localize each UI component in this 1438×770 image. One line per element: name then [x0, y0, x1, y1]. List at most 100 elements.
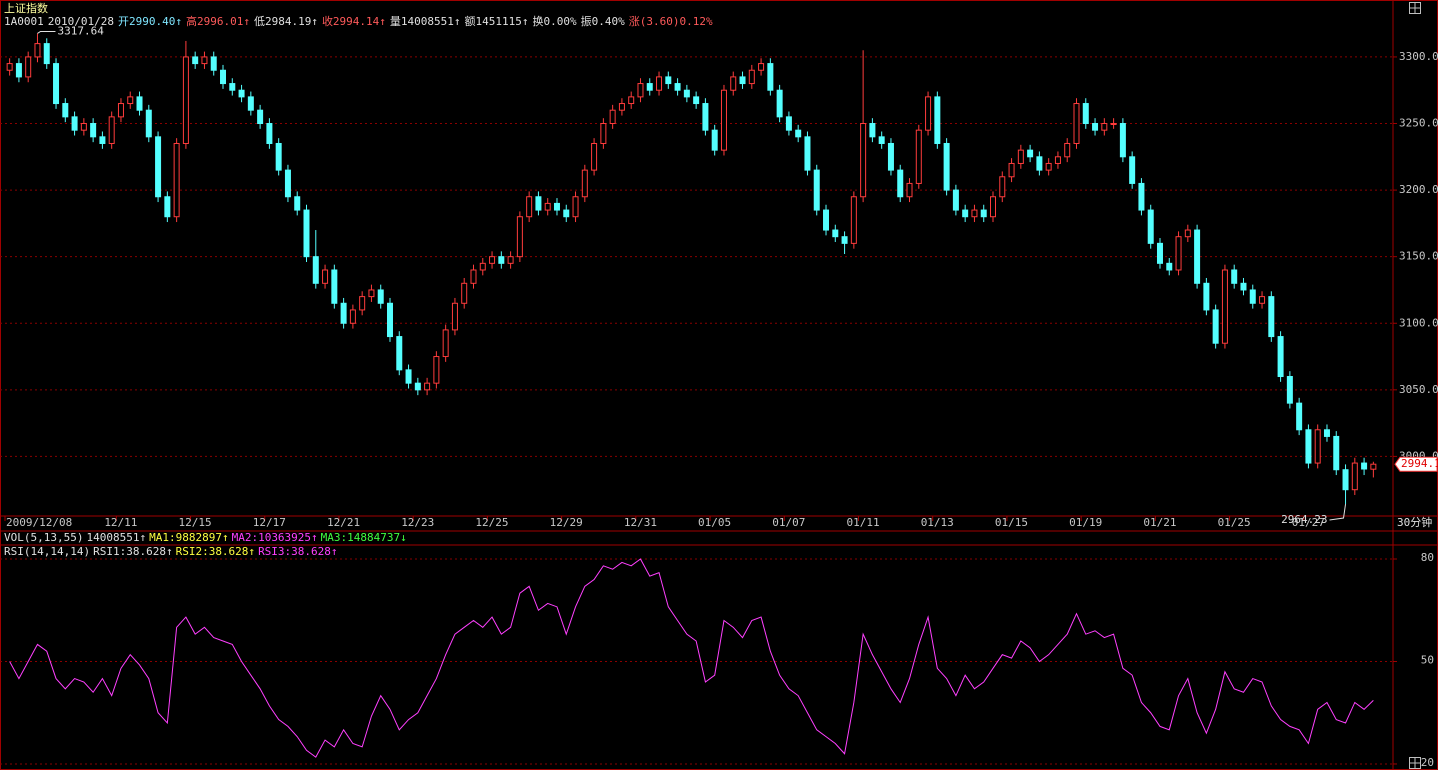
candle-body: [433, 356, 440, 384]
candle-body: [220, 69, 227, 85]
candle-body: [1333, 435, 1340, 471]
candle-body: [424, 382, 431, 391]
candle-body: [823, 209, 830, 231]
x-tick-label: 12/23: [401, 516, 434, 529]
header-item: RSI1:38.628↑: [93, 545, 172, 558]
candle-body: [266, 123, 273, 144]
candle-body: [201, 56, 208, 65]
high-annotation: 3317.64: [57, 24, 104, 37]
candle-body: [284, 169, 291, 198]
candle-body: [813, 169, 820, 211]
candle-body: [90, 123, 97, 138]
header-item: RSI2:38.628↑: [176, 545, 255, 558]
window-icon[interactable]: [1409, 2, 1421, 14]
y-tick-label: 3300.00: [1399, 50, 1438, 63]
candle-body: [962, 209, 969, 218]
x-tick-label: 01/11: [846, 516, 879, 529]
y-tick-label: 3050.00: [1399, 383, 1438, 396]
candle-body: [479, 262, 486, 271]
candle-body: [1184, 229, 1191, 238]
candle-body: [609, 109, 616, 125]
header-item: 收2994.14↑: [322, 14, 386, 28]
candle-body: [62, 103, 69, 118]
candle-body: [665, 76, 672, 85]
candle-body: [693, 96, 700, 105]
candle-body: [322, 269, 329, 284]
low-annotation: 2964.23: [1281, 513, 1327, 526]
candle-body: [127, 96, 134, 105]
candle-body: [1129, 156, 1136, 184]
header-item: 2010/01/28: [48, 15, 114, 28]
candle-body: [646, 83, 653, 91]
candle-body: [999, 176, 1006, 198]
candle-body: [1323, 429, 1330, 437]
candle-body: [850, 196, 857, 244]
candle-body: [1166, 262, 1173, 271]
candle-body: [275, 142, 282, 171]
candle-body: [1342, 469, 1349, 491]
candle-body: [572, 196, 579, 218]
candle-body: [136, 96, 143, 111]
candle-body: [1268, 296, 1275, 338]
candle-body: [1036, 156, 1043, 171]
candle-body: [1203, 282, 1210, 311]
candle-body: [878, 136, 885, 144]
candle-body: [405, 369, 412, 384]
candle-body: [71, 116, 78, 131]
x-tick-label: 01/25: [1218, 516, 1251, 529]
candle-body: [739, 76, 746, 85]
x-tick-label: 12/11: [104, 516, 137, 529]
header-item: 1A0001: [4, 15, 44, 28]
x-tick-label: 01/15: [995, 516, 1028, 529]
header-item: MA2:10363925↑: [232, 531, 318, 544]
candle-body: [173, 142, 180, 218]
candle-body: [591, 142, 598, 171]
candle-body: [247, 96, 254, 111]
candle-body: [1305, 429, 1312, 464]
x-tick-label: 01/21: [1143, 516, 1176, 529]
candle-body: [461, 282, 468, 304]
x-tick-label: 01/13: [921, 516, 954, 529]
candle-body: [785, 116, 792, 131]
window-icon[interactable]: [1409, 757, 1421, 769]
period-label: 30分钟: [1397, 515, 1432, 529]
x-tick-label: 12/29: [550, 516, 583, 529]
candle-body: [6, 63, 13, 71]
candle-body: [795, 129, 802, 138]
candle-body: [155, 136, 162, 198]
candle-body: [1259, 296, 1266, 304]
candle-body: [720, 89, 727, 151]
candle-body: [1110, 123, 1117, 126]
candle-body: [108, 116, 115, 144]
candle-body: [182, 56, 189, 144]
annotation-leader: [37, 30, 56, 34]
candle-body: [952, 189, 959, 211]
candle-body: [1249, 289, 1256, 304]
y-tick-label: 20: [1421, 756, 1434, 769]
candle-body: [1361, 462, 1368, 470]
candle-body: [915, 129, 922, 184]
candle-body: [990, 196, 997, 218]
candle-body: [980, 209, 987, 218]
candle-body: [1351, 462, 1358, 491]
x-tick-label: 12/15: [179, 516, 212, 529]
candle-body: [80, 123, 87, 131]
x-tick-label: 2009/12/08: [6, 516, 72, 529]
candle-body: [386, 302, 393, 338]
candle-body: [1314, 429, 1321, 464]
x-tick-label: 01/07: [772, 516, 805, 529]
candle-body: [414, 382, 421, 391]
candle-body: [1082, 103, 1089, 125]
candle-body: [1277, 336, 1284, 378]
candle-body: [758, 63, 765, 71]
candle-body: [1027, 149, 1034, 158]
header-item: 14008551↑: [86, 531, 146, 544]
candle-body: [618, 103, 625, 111]
candle-body: [1054, 156, 1061, 164]
candle-body: [1101, 123, 1108, 131]
candle-body: [359, 296, 366, 311]
candle-body: [470, 269, 477, 284]
candle-body: [451, 302, 458, 331]
candle-body: [637, 83, 644, 98]
